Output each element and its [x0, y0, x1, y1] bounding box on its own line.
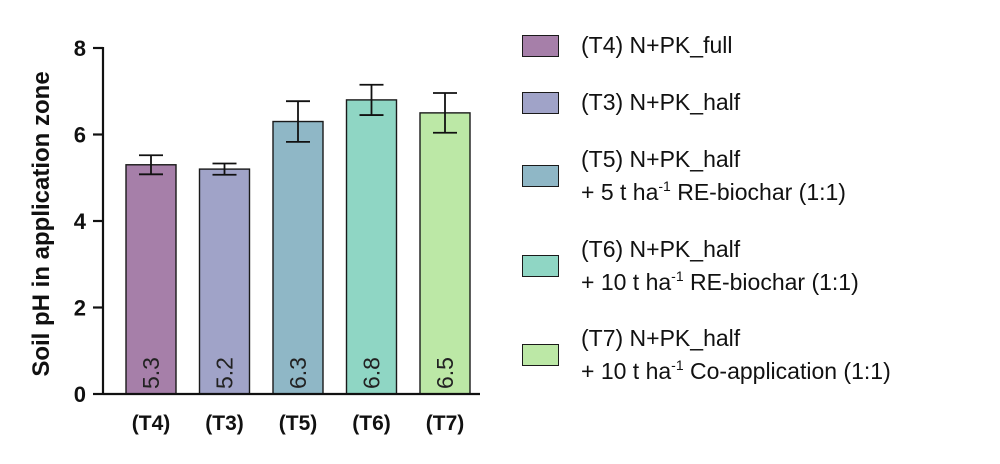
error-bar — [139, 154, 163, 176]
legend-label-line1: (T7) N+PK_half — [581, 325, 741, 351]
error-bars-layer — [139, 83, 457, 176]
x-ticks-layer: (T4) (T3) (T5) (T6) (T7) — [132, 412, 465, 435]
legend-swatch — [522, 91, 559, 114]
y-ticks-layer: 0 2 4 6 8 — [74, 36, 103, 407]
legend-label-line2-post: Co-application (1:1) — [683, 358, 891, 384]
bar — [198, 168, 251, 395]
x-tick-label: (T4) — [132, 412, 171, 435]
legend-label: (T4) N+PK_full — [581, 29, 732, 62]
legend-label-line2-pre: + 10 t ha — [581, 358, 672, 384]
legend-item: (T6) N+PK_half + 10 t ha-1 RE-biochar (1:… — [522, 233, 859, 299]
legend-label-line2-sup: -1 — [671, 268, 684, 284]
y-tick-label: 2 — [74, 296, 86, 321]
data-labels-layer: 5.3 5.2 6.3 6.8 6.5 — [138, 357, 458, 389]
legend-label-line2: + 10 t ha-1 RE-biochar (1:1) — [581, 266, 859, 299]
legend-swatch — [522, 34, 559, 57]
data-label: 6.3 — [285, 357, 311, 389]
x-tick-label: (T5) — [279, 412, 318, 435]
legend-item: (T7) N+PK_half + 10 t ha-1 Co-application… — [522, 322, 891, 388]
bar — [272, 120, 324, 395]
legend-label-line2-pre: + 5 t ha — [581, 179, 659, 205]
y-tick-label: 0 — [74, 382, 86, 407]
legend-swatch — [522, 344, 559, 366]
legend-label-line2-post: RE-biochar (1:1) — [683, 269, 859, 295]
bar — [345, 99, 398, 395]
legend-label-line1: (T4) N+PK_full — [581, 32, 733, 58]
x-tick-label: (T3) — [205, 412, 244, 435]
legend-label: (T6) N+PK_half + 10 t ha-1 RE-biochar (1:… — [581, 233, 859, 299]
legend-label-line1: (T3) N+PK_half — [581, 89, 741, 115]
legend-label-line1: (T6) N+PK_half — [581, 236, 741, 262]
bar — [125, 164, 177, 395]
y-tick-label: 4 — [74, 209, 87, 234]
legend-label: (T5) N+PK_half + 5 t ha-1 RE-biochar (1:1… — [581, 143, 846, 209]
error-bar — [433, 92, 457, 134]
legend-label-line2: + 5 t ha-1 RE-biochar (1:1) — [581, 176, 846, 209]
legend-swatch — [522, 255, 559, 277]
error-bar — [359, 83, 384, 116]
legend-label-line2-sup: -1 — [671, 357, 684, 373]
data-label: 5.3 — [138, 357, 164, 389]
legend-label-line1: (T5) N+PK_half — [581, 146, 741, 172]
x-tick-label: (T7) — [426, 412, 465, 435]
y-tick-label: 8 — [74, 36, 86, 61]
legend-item: (T3) N+PK_half — [522, 86, 740, 119]
data-label: 5.2 — [212, 357, 238, 389]
legend-label-line2-sup: -1 — [658, 178, 671, 194]
data-label: 6.5 — [432, 357, 458, 389]
bar — [419, 112, 471, 395]
legend-label: (T7) N+PK_half + 10 t ha-1 Co-application… — [581, 322, 891, 388]
legend-item: (T4) N+PK_full — [522, 29, 732, 62]
legend-label-line2: + 10 t ha-1 Co-application (1:1) — [581, 355, 891, 388]
error-bar — [212, 162, 237, 176]
legend-swatch — [522, 165, 559, 187]
data-label: 6.8 — [359, 357, 385, 389]
legend-label: (T3) N+PK_half — [581, 86, 740, 119]
error-bar — [286, 100, 310, 143]
y-axis-title: Soil pH in application zone — [28, 71, 55, 376]
legend-label-line2-pre: + 10 t ha — [581, 269, 672, 295]
bars-layer — [125, 99, 471, 395]
legend: (T4) N+PK_full (T3) N+PK_half (T5) N+PK_ha… — [522, 0, 992, 464]
legend-item: (T5) N+PK_half + 5 t ha-1 RE-biochar (1:1… — [522, 143, 846, 209]
y-tick-label: 6 — [74, 123, 86, 148]
legend-label-line2-post: RE-biochar (1:1) — [670, 179, 846, 205]
x-tick-label: (T6) — [352, 412, 391, 435]
